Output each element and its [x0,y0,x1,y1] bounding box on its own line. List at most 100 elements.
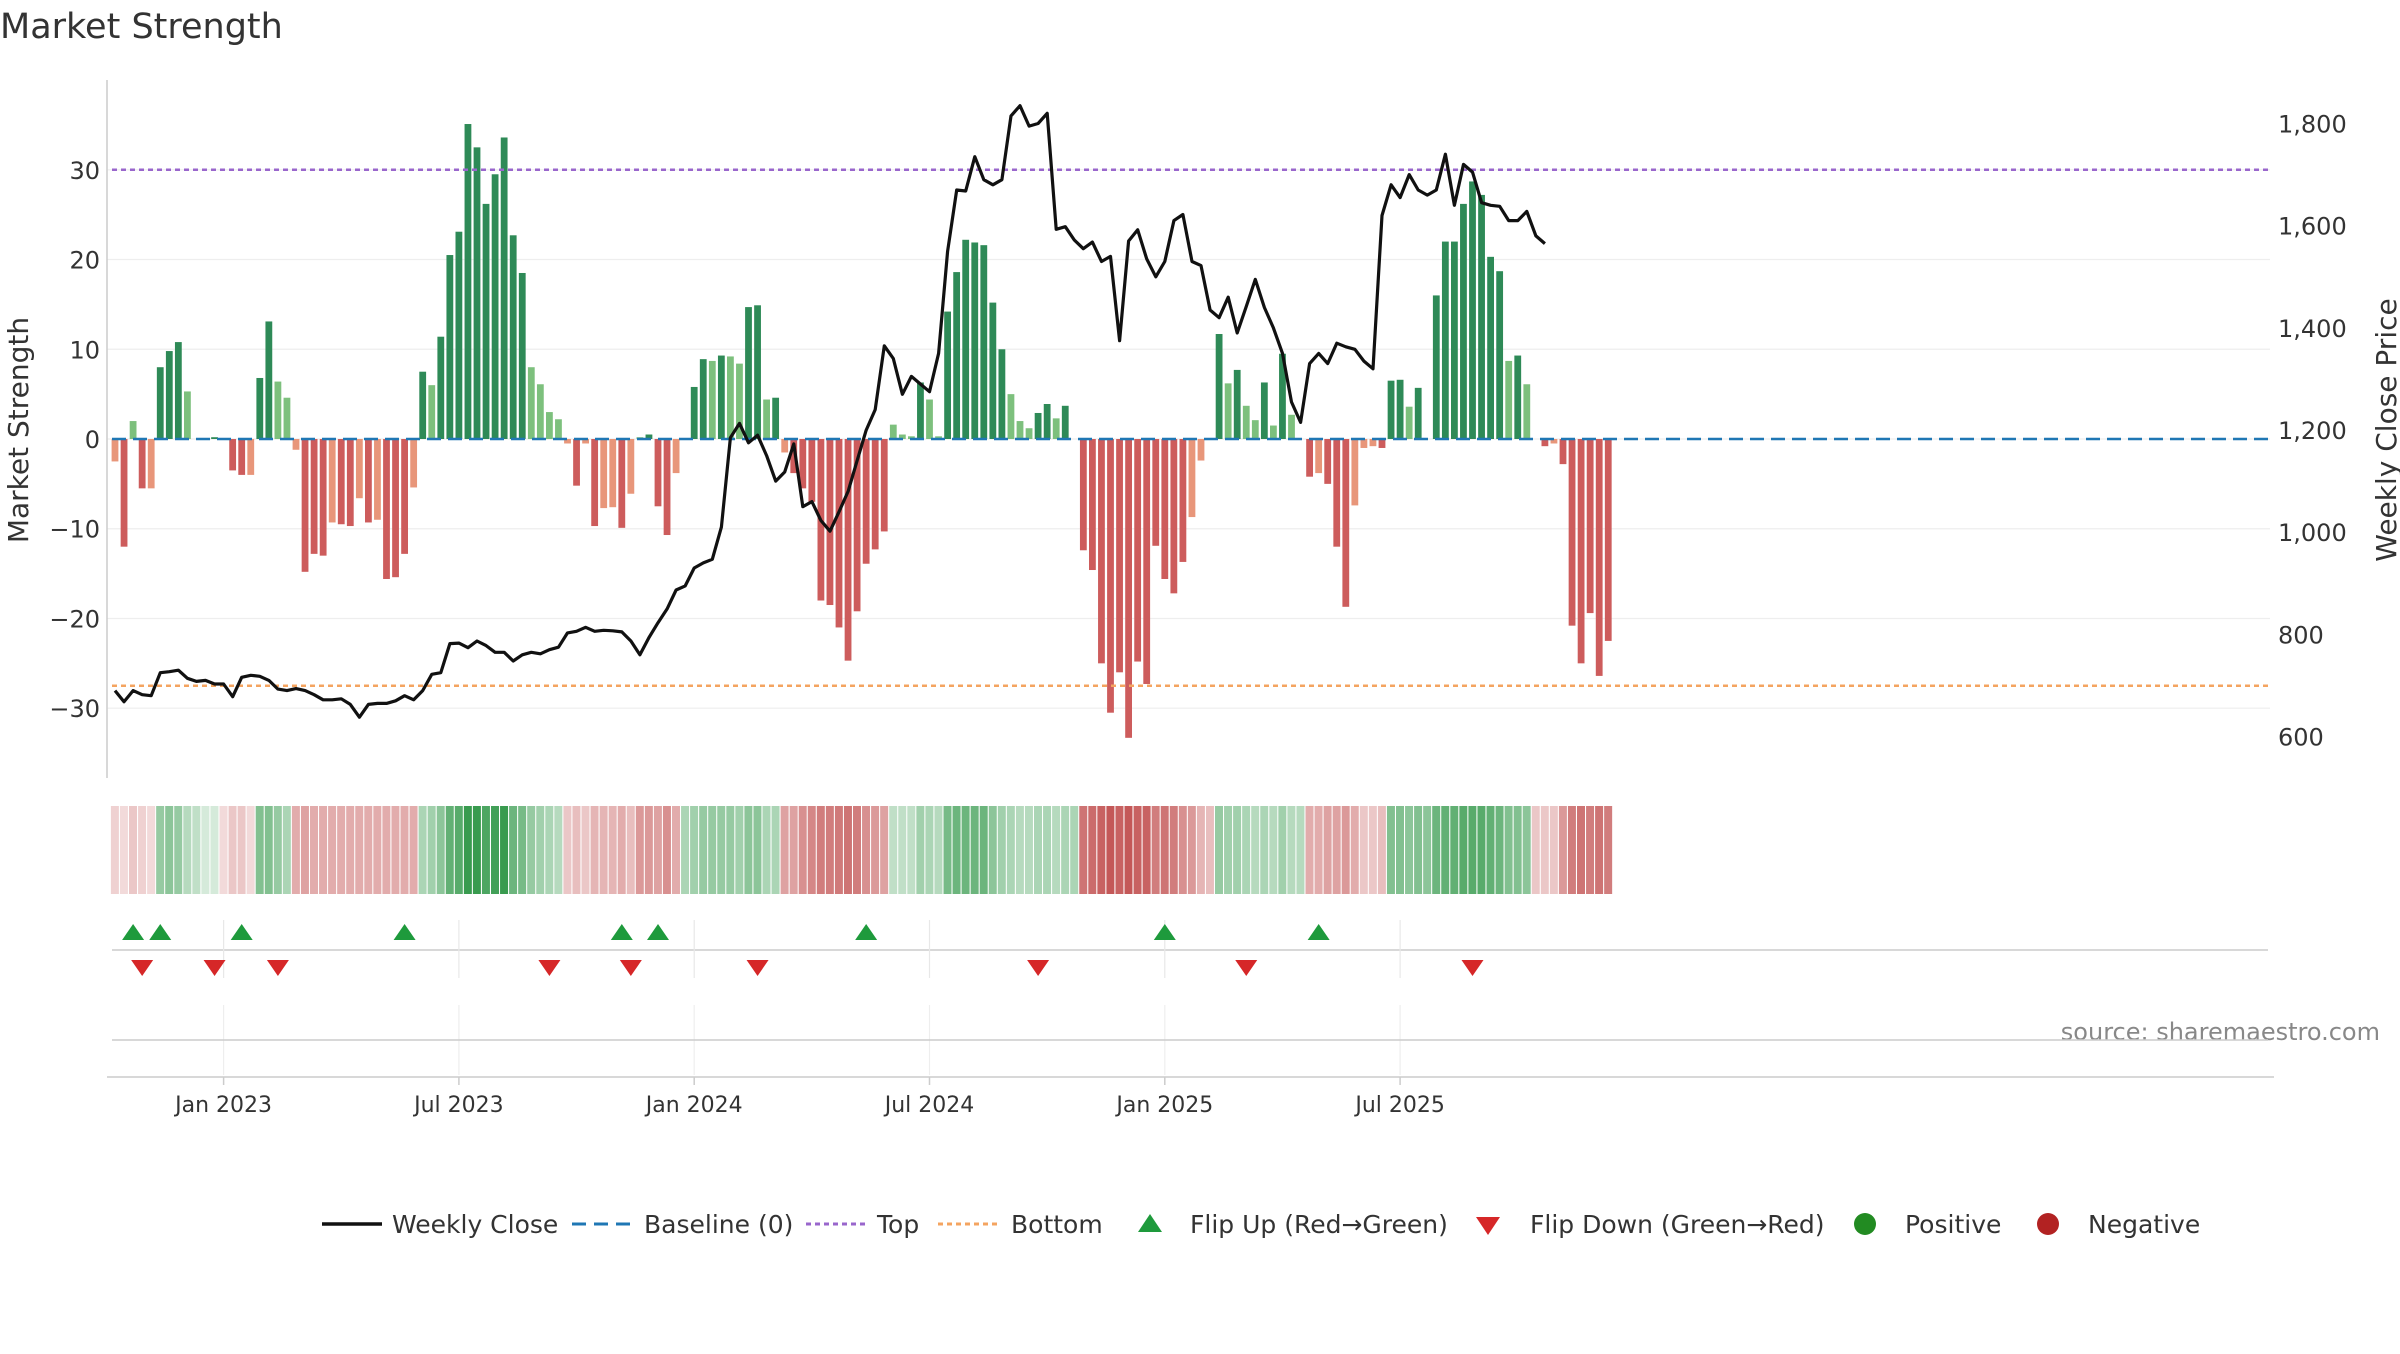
heat-cell [907,806,916,894]
strength-bar [1043,404,1051,439]
heat-cell [952,806,961,894]
x-tick-label: Jan 2023 [173,1093,272,1118]
heat-cell [527,806,536,894]
heat-cell [536,806,545,894]
strength-bar [1405,406,1413,439]
heat-cell [328,806,337,894]
strength-bar [1061,405,1069,439]
strength-bar [763,399,770,439]
strength-bar [826,439,834,606]
strength-bar [1469,181,1476,439]
strength-bar [455,231,463,439]
strength-bar [392,439,399,578]
heat-cell [1477,806,1486,894]
x-tick-label: Jan 2024 [644,1093,743,1118]
strength-bar [1152,439,1160,546]
heat-cell [147,806,156,894]
heat-cell [1377,806,1386,894]
strength-bar [365,439,372,523]
heat-cell [219,806,228,894]
heat-cell [572,806,581,894]
heat-cell [789,806,798,894]
heat-cell [1043,806,1052,894]
heat-cell [1495,806,1504,894]
heat-cell [916,806,925,894]
y-tick-label-left: 0 [85,426,100,454]
heat-cell [1079,806,1088,894]
strength-bar [1233,369,1241,439]
heat-cell [427,806,436,894]
strength-bar [1224,383,1232,439]
flip-down-marker [538,960,561,976]
heat-cell [1178,806,1187,894]
heat-cell [110,806,119,894]
heat-cell [717,806,726,894]
heat-cell [183,806,192,894]
heat-cell [481,806,490,894]
strength-bar [1170,439,1178,594]
strength-bar [310,439,318,554]
legend-dot-swatch [1854,1213,1876,1235]
heat-cell [590,806,599,894]
strength-bar [627,439,635,494]
heat-cell [1006,806,1015,894]
strength-bar [120,439,128,547]
heat-cell [1124,806,1133,894]
strength-bar [355,439,363,499]
strength-bar [1604,439,1612,641]
heat-cell [1441,806,1450,894]
heat-cell [1097,806,1106,894]
strength-bar [174,342,182,439]
heat-cell [1468,806,1477,894]
strength-bar [229,439,237,471]
heat-cell [454,806,463,894]
heat-cell [1522,806,1531,894]
strength-bar [446,255,454,439]
strength-bar [980,245,988,439]
flip-down-marker [619,960,642,976]
strength-bar [1143,439,1151,684]
heat-cell [699,806,708,894]
flip-down-marker [1235,960,1258,976]
strength-bar [283,397,291,439]
y-tick-label-right: 1,600 [2278,213,2347,241]
heat-cell [1314,806,1323,894]
strength-bar [1595,439,1603,676]
heat-cell [119,806,128,894]
heat-cell [843,806,852,894]
y-tick-label-right: 1,400 [2278,315,2347,343]
heat-strip [110,806,1613,894]
heat-cell [988,806,997,894]
heat-cell [1224,806,1233,894]
strength-bar [754,305,761,439]
x-tick-label: Jul 2023 [412,1093,504,1118]
heat-cell [500,806,509,894]
legend-flip-up-swatch [1138,1214,1162,1232]
strength-bar [419,371,427,439]
y-tick-label-right: 600 [2278,724,2324,752]
heat-cell [1187,806,1196,894]
strength-bar [926,399,933,439]
strength-bar [835,439,843,628]
heat-cell [346,806,355,894]
heat-cell [608,806,617,894]
heat-cell [445,806,454,894]
strength-bar [1478,194,1485,439]
heat-cell [662,806,671,894]
heat-cell [1386,806,1395,894]
strength-bar [799,439,807,489]
heat-cell [1459,806,1468,894]
flip-down-marker [266,960,289,976]
strength-bar [383,439,390,579]
heat-cell [943,806,952,894]
heat-cell [156,806,165,894]
heat-cell [871,806,880,894]
strength-bar [654,439,662,507]
strength-bar [491,174,499,440]
strength-bar [564,439,571,444]
heat-cell [237,806,246,894]
heat-cell [1486,806,1495,894]
y-axis-right-title: Weekly Close Price [2370,298,2400,561]
strength-bar [464,124,472,439]
